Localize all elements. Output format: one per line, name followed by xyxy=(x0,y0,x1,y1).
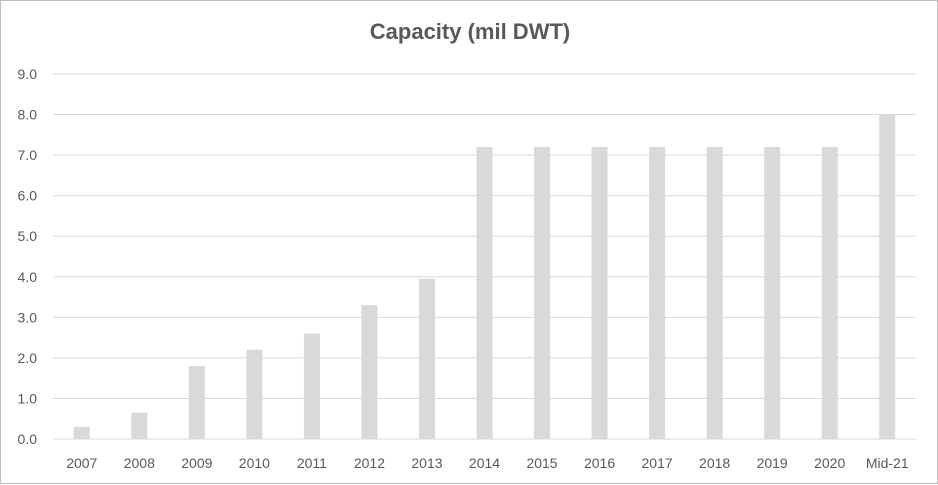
bars xyxy=(73,114,896,440)
bar xyxy=(73,426,90,439)
x-axis-tick-labels: 2007 2008 2009 2010 2011 2012 2013 2014 2015 2016… xyxy=(66,455,909,471)
bar xyxy=(591,147,608,439)
y-tick-label: 0.0 xyxy=(18,431,38,447)
bar xyxy=(476,147,493,439)
x-tick-label: Mid-21 xyxy=(866,455,909,471)
bar xyxy=(821,147,838,439)
x-tick-label: 2007 xyxy=(66,455,97,471)
y-tick-label: 7.0 xyxy=(18,147,38,163)
bar xyxy=(649,147,666,439)
bar xyxy=(188,366,205,439)
bar xyxy=(303,333,320,439)
x-tick-label: 2013 xyxy=(411,455,442,471)
bar xyxy=(534,147,551,439)
x-tick-label: 2011 xyxy=(297,455,327,471)
bar xyxy=(879,114,896,440)
x-tick-label: 2019 xyxy=(757,455,788,471)
bar xyxy=(418,278,435,439)
bar xyxy=(131,412,148,439)
y-tick-label: 9.0 xyxy=(18,66,38,82)
y-tick-label: 5.0 xyxy=(18,228,38,244)
y-tick-label: 6.0 xyxy=(18,188,38,204)
bar xyxy=(706,147,723,439)
x-tick-label: 2016 xyxy=(584,455,615,471)
x-tick-label: 2020 xyxy=(814,455,845,471)
chart-title: Capacity (mil DWT) xyxy=(369,19,571,44)
y-axis-tick-labels: 0.0 1.0 2.0 3.0 4.0 5.0 6.0 7.0 8.0 9.0 xyxy=(18,66,38,447)
x-tick-label: 2009 xyxy=(181,455,212,471)
x-tick-label: 2008 xyxy=(124,455,155,471)
bar xyxy=(246,349,263,439)
y-tick-label: 2.0 xyxy=(18,350,38,366)
bar xyxy=(764,147,781,439)
x-tick-label: 2012 xyxy=(354,455,385,471)
x-tick-label: 2014 xyxy=(469,455,500,471)
y-tick-label: 3.0 xyxy=(18,309,38,325)
x-tick-label: 2017 xyxy=(642,455,673,471)
x-tick-label: 2010 xyxy=(239,455,270,471)
x-tick-label: 2018 xyxy=(699,455,730,471)
y-tick-label: 1.0 xyxy=(18,390,38,406)
bar xyxy=(361,305,378,439)
x-tick-label: 2015 xyxy=(526,455,557,471)
y-tick-label: 4.0 xyxy=(18,269,38,285)
y-tick-label: 8.0 xyxy=(18,107,38,123)
